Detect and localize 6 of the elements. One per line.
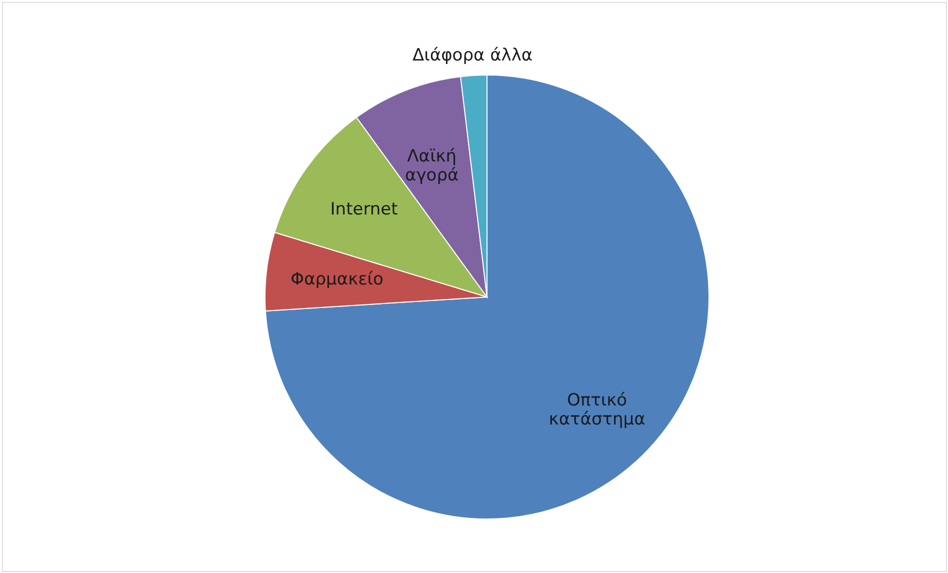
pie-slice [264,74,710,520]
slice-label: Λαϊκή αγορά [405,146,459,186]
slice-label: Διάφορα άλλα [412,45,533,66]
slice-label: Οπτικό κατάστημα [548,390,646,430]
slice-label: Φαρμακείο [290,269,384,290]
slice-label: Internet [330,199,398,220]
